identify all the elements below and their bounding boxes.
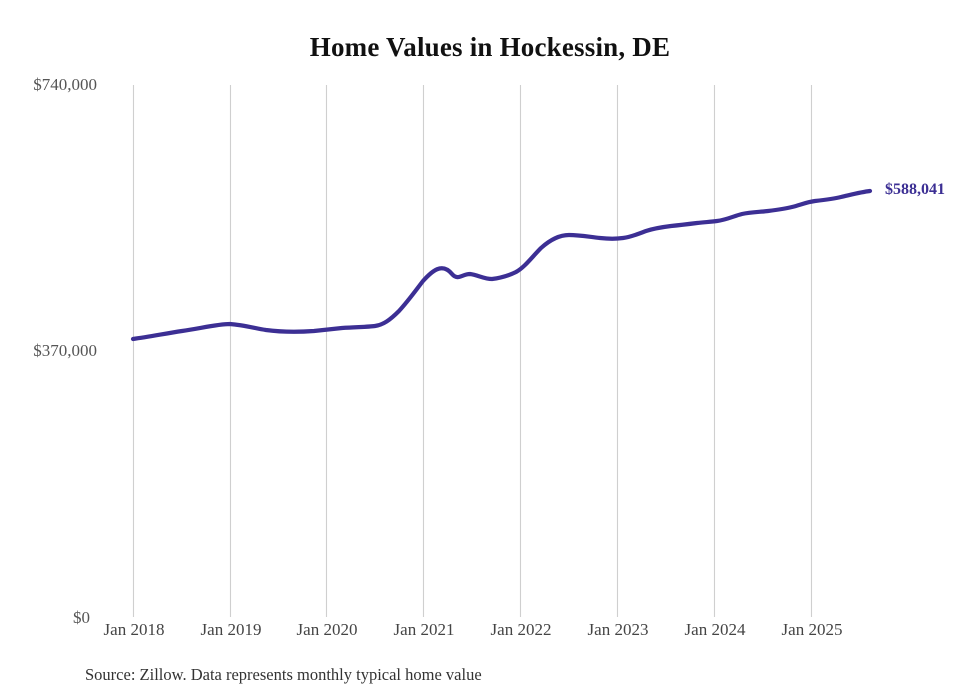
page-title: Home Values in Hockessin, DE <box>309 32 671 62</box>
x-axis-tick-jan-2020: Jan 2020 <box>296 620 358 639</box>
y-axis-tick-0: $0 <box>73 608 90 627</box>
x-axis-tick-jan-2021: Jan 2021 <box>393 620 455 639</box>
x-axis-tick-jan-2018: Jan 2018 <box>103 620 165 639</box>
home-value-line <box>130 188 873 342</box>
x-gridlines <box>132 85 813 617</box>
x-axis-tick-jan-2022: Jan 2022 <box>490 620 552 639</box>
y-axis-tick-740000: $740,000 <box>33 75 97 94</box>
x-axis-tick-jan-2025: Jan 2025 <box>781 620 843 639</box>
source-note: Source: Zillow. Data represents monthly … <box>85 665 482 684</box>
series-endpoint-value-label: $588,041 <box>885 181 945 198</box>
x-axis-tick-jan-2024: Jan 2024 <box>684 620 746 639</box>
x-axis-tick-jan-2023: Jan 2023 <box>587 620 649 639</box>
y-axis-tick-370000: $370,000 <box>33 341 97 360</box>
x-axis-tick-jan-2019: Jan 2019 <box>200 620 262 639</box>
